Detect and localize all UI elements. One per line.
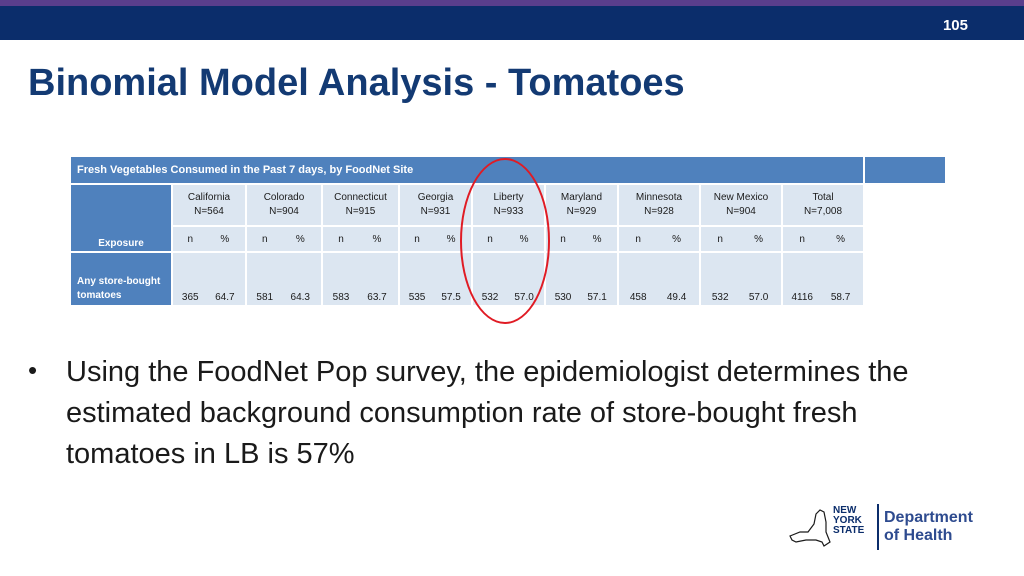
- liberty-highlight-circle: [460, 158, 550, 324]
- n-pct-header: n%: [619, 227, 699, 251]
- table-caption-end: [865, 157, 945, 183]
- n-pct-header: n%: [173, 227, 245, 251]
- value-cell-new-mexico: 532 57.0: [701, 253, 781, 305]
- site-header-colorado: Colorado N=904: [247, 185, 321, 225]
- logo-state-name: NEW YORK STATE: [833, 505, 865, 536]
- bullet-dot-icon: •: [28, 355, 38, 385]
- value-cell-minnesota: 458 49.4: [619, 253, 699, 305]
- n-pct-header: n%: [400, 227, 471, 251]
- slide-title: Binomial Model Analysis - Tomatoes: [28, 62, 685, 104]
- site-header-georgia: Georgia N=931: [400, 185, 471, 225]
- site-header-california: California N=564: [173, 185, 245, 225]
- n-pct-header: n%: [783, 227, 863, 251]
- site-header-total: Total N=7,008: [783, 185, 863, 225]
- n-pct-header: n%: [323, 227, 398, 251]
- value-cell-colorado: 581 64.3: [247, 253, 321, 305]
- logo-department-name: Department of Health: [884, 509, 973, 544]
- top-banner: 105: [0, 0, 1024, 40]
- value-cell-georgia: 535 57.5: [400, 253, 471, 305]
- site-header-maryland: Maryland N=929: [546, 185, 617, 225]
- bullet-point: • Using the FoodNet Pop survey, the epid…: [28, 352, 968, 475]
- site-header-new-mexico: New Mexico N=904: [701, 185, 781, 225]
- site-header-connecticut: Connecticut N=915: [323, 185, 398, 225]
- table-caption: Fresh Vegetables Consumed in the Past 7 …: [71, 157, 863, 183]
- exposure-header: Exposure: [71, 185, 171, 251]
- value-cell-california: 365 64.7: [173, 253, 245, 305]
- bullet-text: Using the FoodNet Pop survey, the epidem…: [66, 356, 909, 470]
- slide-number: 105: [942, 17, 968, 34]
- site-header-minnesota: Minnesota N=928: [619, 185, 699, 225]
- row-label-tomatoes: Any store-bought tomatoes: [71, 253, 171, 305]
- foodnet-table: Fresh Vegetables Consumed in the Past 7 …: [69, 155, 947, 307]
- top-accent-stripe: [0, 0, 1024, 6]
- nys-doh-logo: NEW YORK STATE Department of Health: [786, 498, 996, 558]
- logo-divider: [877, 504, 879, 550]
- n-pct-header: n%: [247, 227, 321, 251]
- n-pct-header: n%: [546, 227, 617, 251]
- value-cell-connecticut: 583 63.7: [323, 253, 398, 305]
- value-cell-maryland: 530 57.1: [546, 253, 617, 305]
- n-pct-header: n%: [701, 227, 781, 251]
- value-cell-total: 4116 58.7: [783, 253, 863, 305]
- new-york-state-map-icon: [789, 509, 831, 547]
